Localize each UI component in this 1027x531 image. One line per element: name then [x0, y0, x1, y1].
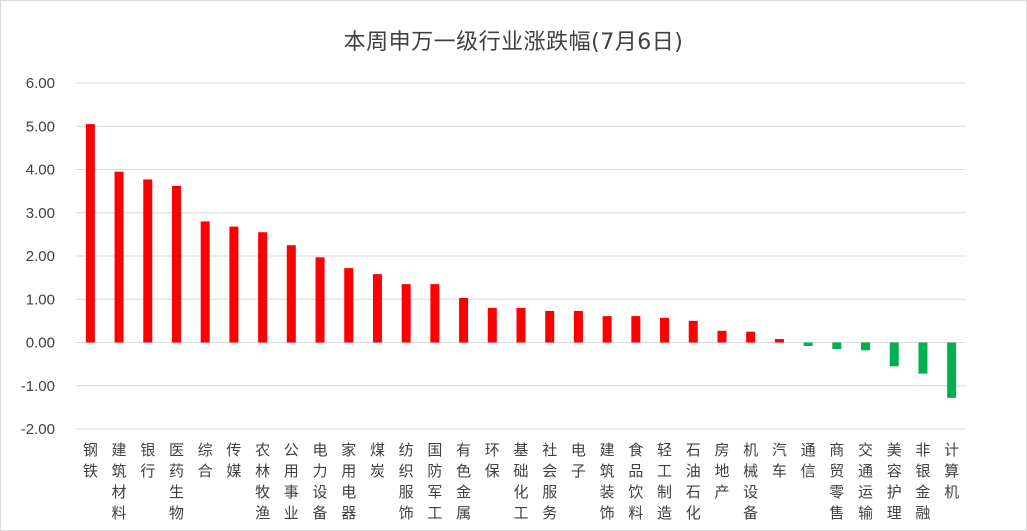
y-tick-label: 4.00: [26, 162, 55, 179]
bar: [258, 232, 268, 343]
x-category-label: 商贸零售: [829, 441, 844, 522]
bar: [85, 124, 95, 343]
bar: [688, 320, 698, 343]
x-category-label: 交通运输: [858, 441, 873, 522]
bar: [545, 310, 555, 343]
bar: [459, 297, 469, 343]
x-category-label: 机械设备: [743, 441, 758, 522]
x-category-label: 银行: [140, 441, 155, 480]
bar: [717, 330, 727, 343]
bar: [918, 342, 928, 374]
y-tick-label: 3.00: [26, 205, 55, 222]
x-category-label: 石油石化: [686, 441, 701, 522]
y-tick-label: -1.00: [21, 378, 55, 395]
x-category-label: 房地产: [714, 441, 729, 501]
x-category-label: 钢铁: [83, 441, 98, 480]
y-tick-label: 2.00: [26, 248, 55, 265]
bar: [487, 307, 497, 343]
bar: [947, 342, 957, 398]
x-category-label: 农林牧渔: [255, 441, 270, 522]
bar: [372, 274, 382, 343]
x-category-label: 建筑材料: [112, 441, 127, 522]
bar: [401, 284, 411, 343]
x-category-label: 环保: [485, 441, 500, 480]
x-category-label: 电子: [571, 441, 586, 480]
bar: [171, 185, 181, 343]
x-category-label: 电力设备: [313, 441, 328, 522]
x-category-label: 轻工制造: [657, 441, 672, 522]
x-category-label: 家用电器: [341, 441, 356, 522]
bar: [746, 331, 756, 343]
bar: [803, 342, 813, 346]
bar: [286, 245, 296, 343]
x-category-label: 综合: [198, 441, 213, 480]
x-category-label: 社会服务: [542, 441, 557, 522]
bar: [573, 310, 583, 343]
bar: [315, 257, 325, 343]
bar: [832, 342, 842, 349]
y-tick-label: 0.00: [26, 335, 55, 352]
x-category-label: 非银金融: [915, 441, 930, 522]
x-category-label: 计算机: [944, 441, 959, 501]
chart-title: 本周申万一级行业涨跌幅(7月6日): [343, 30, 684, 55]
y-tick-label: 6.00: [26, 75, 55, 92]
bar: [143, 179, 153, 343]
x-category-label: 纺织服饰: [399, 441, 414, 522]
bar: [430, 284, 440, 343]
bar: [631, 316, 641, 343]
bar: [602, 316, 612, 343]
x-category-label: 传媒: [226, 441, 241, 480]
bar: [889, 342, 899, 367]
y-tick-label: 5.00: [26, 118, 55, 135]
x-category-label: 有色金属: [456, 441, 471, 522]
x-category-label: 汽车: [772, 441, 787, 480]
x-category-label: 煤炭: [370, 441, 385, 480]
bar: [516, 307, 526, 343]
bar: [344, 268, 354, 343]
bar: [774, 339, 784, 343]
bar: [200, 221, 210, 343]
bar: [660, 317, 670, 343]
y-tick-label: -2.00: [21, 421, 55, 438]
x-category-label: 美容护理: [887, 441, 902, 522]
x-category-label: 建筑装饰: [600, 441, 615, 522]
x-category-label: 国防军工: [427, 441, 442, 522]
bar: [861, 342, 871, 351]
x-category-label: 通信: [801, 441, 816, 480]
y-tick-label: 1.00: [26, 291, 55, 308]
bar: [114, 171, 124, 343]
x-category-label: 食品饮料: [628, 441, 643, 522]
x-category-label: 公用事业: [284, 441, 299, 522]
x-category-label: 医药生物: [169, 441, 184, 522]
x-category-label: 基础化工: [513, 441, 528, 522]
bar: [229, 226, 239, 343]
